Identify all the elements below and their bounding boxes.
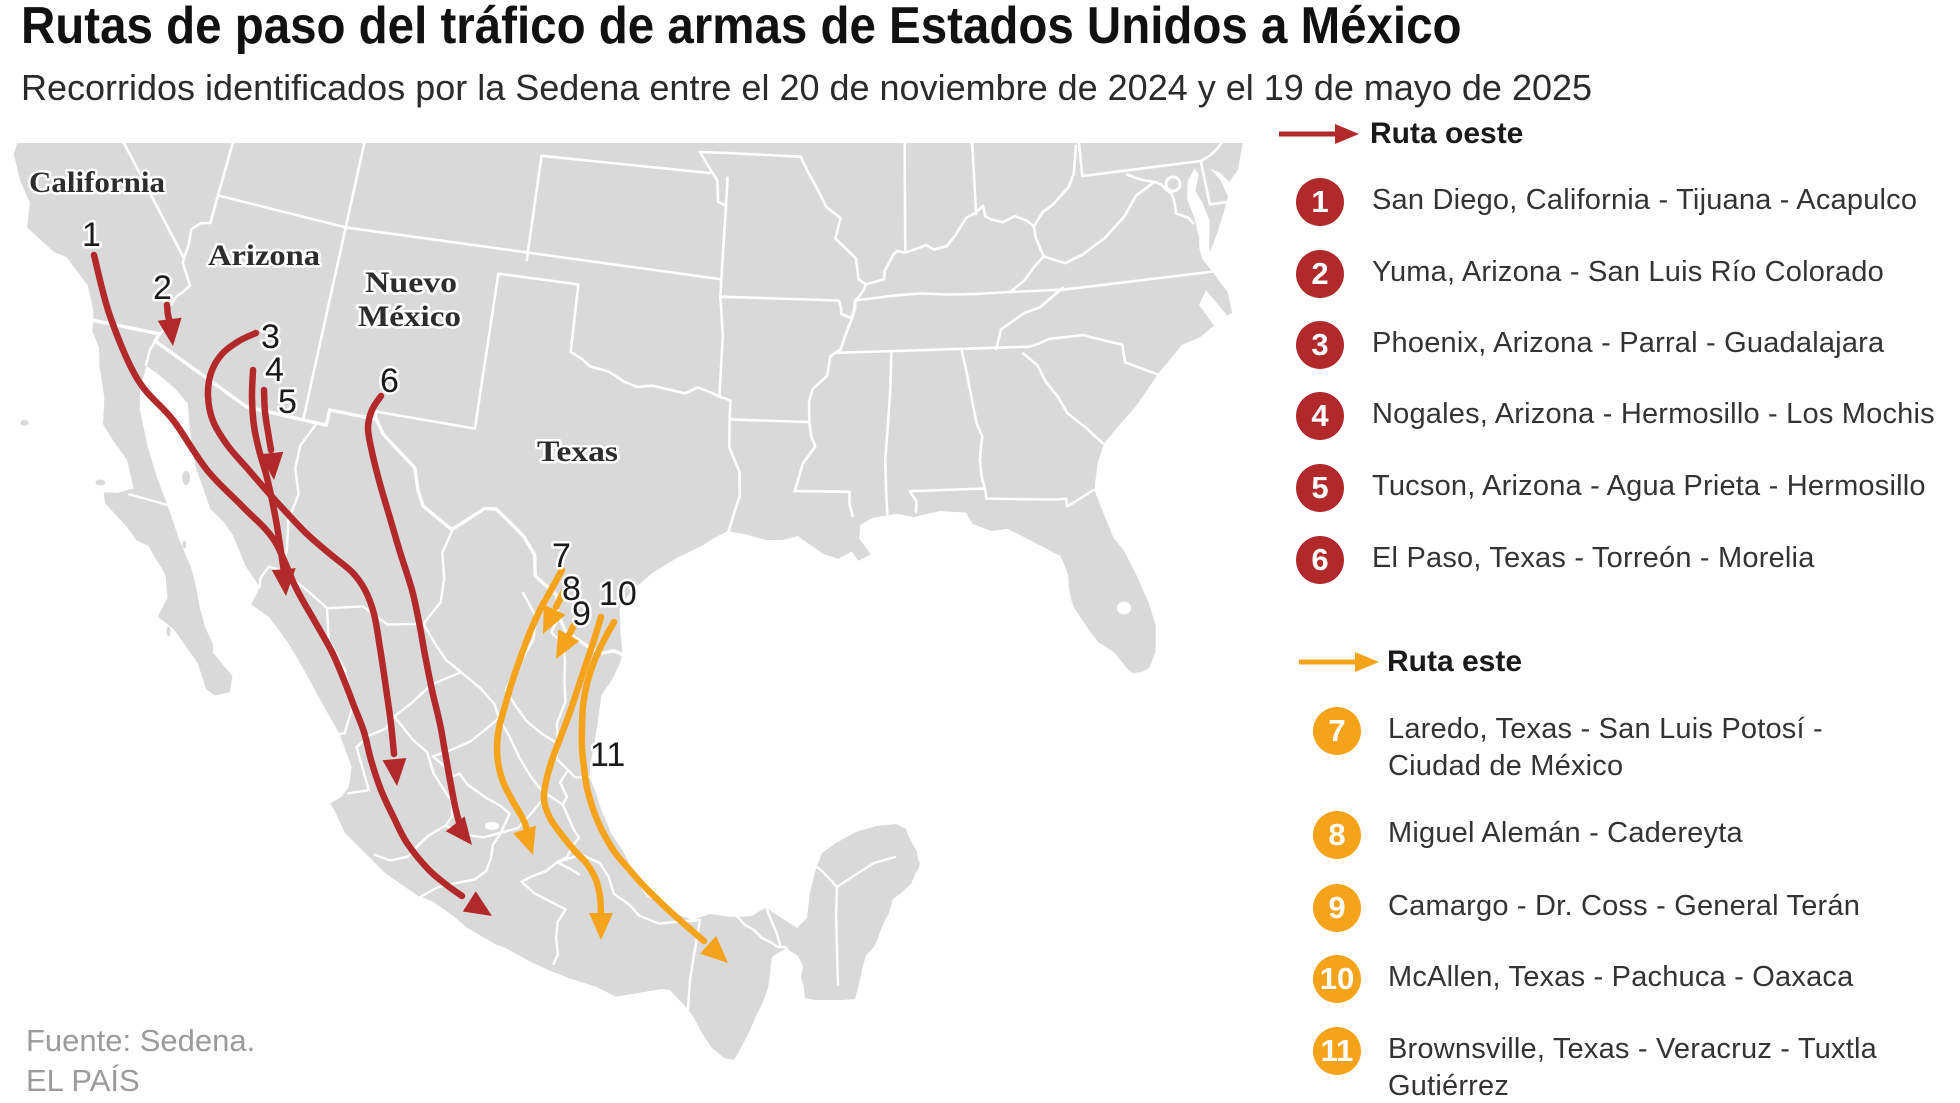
svg-text:7: 7 — [552, 537, 571, 575]
svg-text:11: 11 — [590, 736, 625, 774]
svg-text:Nuevo: Nuevo — [365, 266, 457, 299]
svg-text:3: 3 — [261, 318, 280, 356]
svg-text:10: 10 — [599, 575, 637, 613]
svg-text:4: 4 — [265, 351, 284, 389]
svg-text:México: México — [358, 300, 461, 333]
svg-text:Arizona: Arizona — [208, 239, 320, 272]
svg-text:1: 1 — [82, 216, 101, 254]
svg-text:9: 9 — [572, 595, 591, 633]
svg-text:2: 2 — [153, 269, 172, 307]
svg-text:6: 6 — [380, 362, 399, 400]
svg-text:8: 8 — [562, 570, 581, 608]
svg-text:Texas: Texas — [537, 435, 618, 468]
svg-text:California: California — [29, 166, 165, 199]
svg-text:5: 5 — [278, 383, 297, 421]
